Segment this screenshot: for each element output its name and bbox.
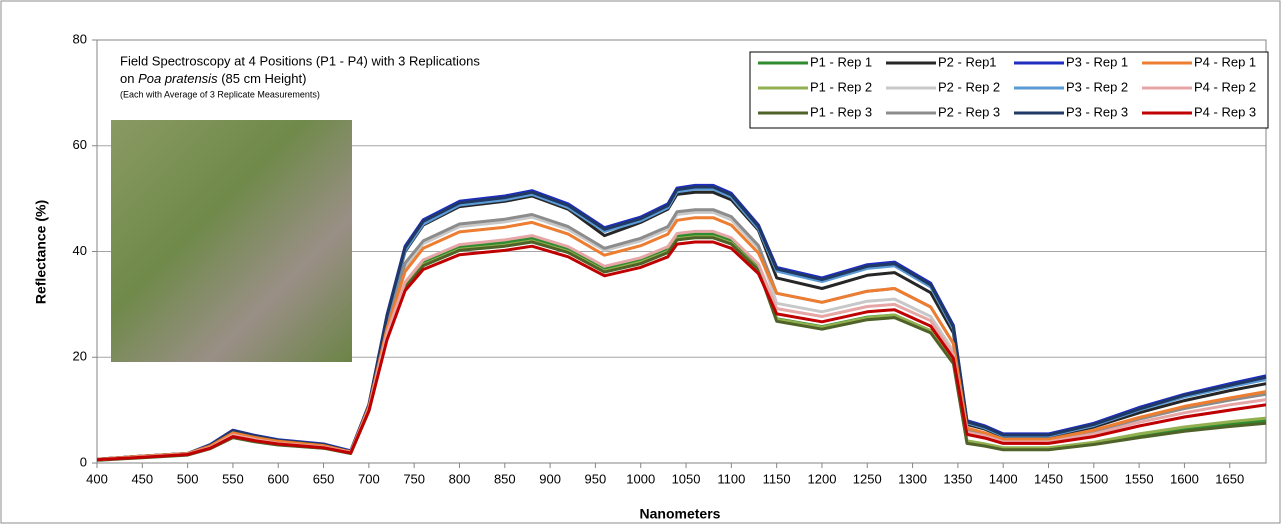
x-tick-label: 750	[403, 471, 425, 486]
x-tick-label: 600	[267, 471, 289, 486]
y-tick-label: 0	[80, 454, 87, 469]
x-tick-label: 1050	[672, 471, 701, 486]
y-tick-label: 20	[73, 349, 87, 364]
x-tick-label: 1250	[853, 471, 882, 486]
x-tick-label: 1500	[1079, 471, 1108, 486]
x-tick-label: 1550	[1125, 471, 1154, 486]
x-tick-label: 700	[358, 471, 380, 486]
y-tick-label: 80	[73, 31, 87, 46]
plot-frame	[96, 39, 1267, 464]
legend-label: P2 - Rep1	[938, 54, 997, 69]
x-tick-label: 450	[131, 471, 153, 486]
x-tick-label: 950	[585, 471, 607, 486]
x-tick-label: 1450	[1034, 471, 1063, 486]
x-axis-label: Nanometers	[640, 506, 721, 522]
chart-subtitle: on Poa pratensis (85 cm Height)	[120, 71, 306, 86]
x-tick-label: 500	[177, 471, 199, 486]
legend-label: P3 - Rep 1	[1066, 54, 1128, 69]
legend-box	[749, 51, 1269, 129]
series-line	[96, 216, 1267, 461]
legend-label: P2 - Rep 2	[938, 79, 1000, 94]
subtitle-part: Poa pratensis	[138, 71, 218, 86]
subtitle-part: on	[120, 71, 138, 86]
y-axis-label: Reflectance (%)	[33, 200, 49, 304]
x-tick-label: 1200	[808, 471, 837, 486]
legend-label: P2 - Rep 3	[938, 104, 1000, 119]
x-tick-label: 1400	[989, 471, 1018, 486]
legend-label: P4 - Rep 1	[1194, 54, 1256, 69]
x-tick-label: 1150	[763, 471, 791, 486]
x-tick-label: 1600	[1170, 471, 1199, 486]
legend-label: P4 - Rep 2	[1194, 79, 1256, 94]
series-line	[96, 240, 1267, 462]
x-tick-label: 800	[449, 471, 471, 486]
chart-note: (Each with Average of 3 Replicate Measur…	[120, 89, 320, 99]
x-tick-label: 650	[313, 471, 335, 486]
x-tick-label: 900	[539, 471, 561, 486]
legend-label: P1 - Rep 2	[810, 79, 872, 94]
x-tick-label: 550	[222, 471, 244, 486]
y-tick-label: 60	[73, 137, 87, 152]
x-tick-label: 1000	[626, 471, 655, 486]
x-tick-label: 1300	[898, 471, 927, 486]
legend-label: P3 - Rep 3	[1066, 104, 1128, 119]
plot-area: 0 20 40 60 80 400 450 500 550 600 650 700 750 800 850 9…	[73, 31, 1267, 486]
x-tick-label: 850	[494, 471, 516, 486]
x-tick-label: 1100	[717, 471, 745, 486]
photo	[111, 120, 352, 362]
x-tick-label: 1650	[1215, 471, 1244, 486]
legend-label: P3 - Rep 2	[1066, 79, 1128, 94]
x-tick-label: 400	[86, 471, 108, 486]
subtitle-part: (85 cm Height)	[218, 71, 307, 86]
legend-label: P1 - Rep 3	[810, 104, 872, 119]
y-tick-label: 40	[73, 243, 87, 258]
chart-title: Field Spectroscopy at 4 Positions (P1 - …	[120, 53, 480, 68]
legend-label: P1 - Rep 1	[810, 54, 872, 69]
legend-label: P4 - Rep 3	[1194, 104, 1256, 119]
x-tick-label: 1350	[943, 471, 972, 486]
legend: P1 - Rep 1 P1 - Rep 2 P1 - Rep 3 P2 - Rep1 P…	[749, 51, 1269, 129]
